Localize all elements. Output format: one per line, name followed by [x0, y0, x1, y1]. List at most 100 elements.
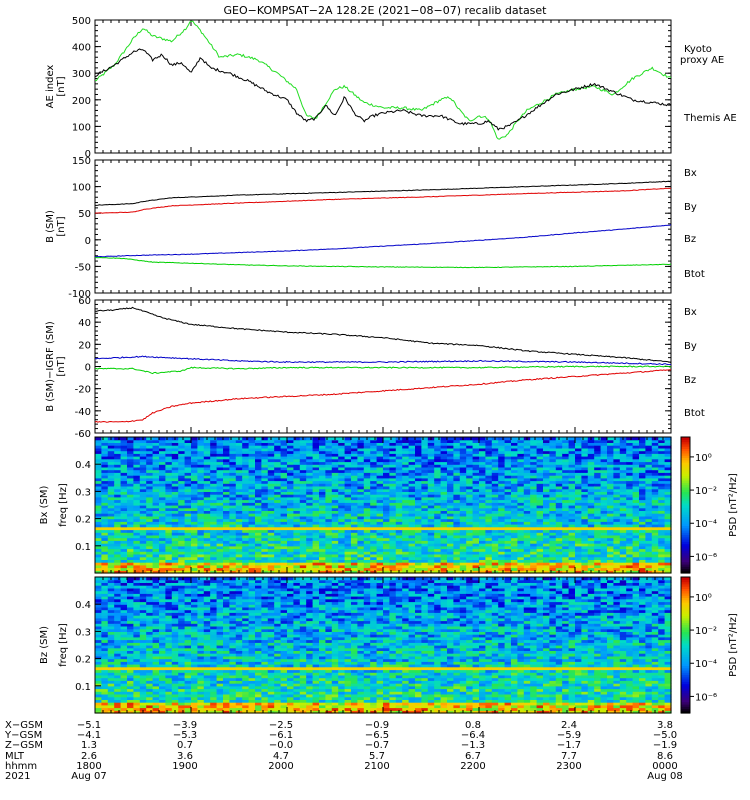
psd-cell: [107, 548, 115, 552]
psd-cell: [293, 502, 301, 506]
psd-cell: [107, 529, 115, 533]
psd-cell: [395, 513, 403, 517]
psd-cell: [191, 567, 198, 571]
psd-cell: [152, 559, 160, 563]
psd-cell: [523, 521, 531, 525]
psd-cell: [376, 562, 384, 566]
psd-cell: [95, 556, 102, 560]
psd-cell: [408, 491, 416, 495]
psd-cell: [543, 466, 550, 471]
psd-cell: [216, 439, 224, 443]
psd-cell: [114, 483, 122, 487]
psd-cell: [440, 507, 448, 511]
psd-cell: [331, 488, 339, 492]
y-tick-label: -20: [75, 385, 91, 396]
psd-cell: [607, 447, 614, 452]
psd-cell: [562, 513, 570, 517]
psd-cell: [331, 447, 339, 452]
psd-cell: [600, 545, 608, 550]
psd-cell: [466, 570, 474, 574]
psd-cell: [498, 545, 506, 550]
psd-cell: [383, 543, 390, 547]
psd-cell: [216, 469, 224, 473]
psd-cell: [152, 567, 160, 571]
psd-cell: [146, 551, 154, 555]
psd-cell: [453, 515, 461, 520]
psd-cell: [536, 513, 544, 517]
psd-cell: [255, 505, 262, 509]
psd-cell: [395, 502, 403, 506]
psd-cell: [184, 466, 192, 471]
psd-cell: [639, 570, 646, 574]
psd-cell: [600, 466, 608, 471]
psd-cell: [511, 524, 518, 528]
psd-cell: [203, 469, 211, 473]
psd-cell: [191, 548, 198, 552]
psd-cell: [139, 543, 147, 547]
psd-cell: [498, 475, 506, 479]
psd-cell: [619, 447, 627, 452]
psd-cell: [331, 453, 339, 457]
psd-cell: [312, 488, 320, 492]
psd-cell: [594, 551, 602, 555]
psd-cell: [543, 475, 550, 479]
psd-cell: [319, 477, 326, 482]
psd-cell: [235, 521, 243, 525]
psd-cell: [165, 439, 173, 443]
psd-cell: [459, 507, 467, 511]
psd-cell: [639, 450, 646, 454]
psd-cell: [107, 466, 115, 471]
psd-cell: [613, 518, 621, 522]
psd-cell: [255, 502, 262, 506]
psd-cell: [626, 545, 634, 550]
psd-cell: [351, 543, 358, 547]
psd-cell: [594, 480, 602, 484]
psd-cell: [312, 521, 320, 525]
psd-cell: [216, 494, 224, 498]
psd-cell: [498, 570, 506, 574]
psd-cell: [255, 456, 262, 460]
psd-cell: [498, 518, 506, 522]
psd-cell: [459, 445, 467, 449]
psd-cell: [255, 548, 262, 552]
psd-cell: [306, 450, 314, 454]
psd-cell: [594, 548, 602, 552]
psd-cell: [408, 477, 416, 482]
psd-cell: [408, 483, 416, 487]
psd-cell: [440, 483, 448, 487]
psd-cell: [351, 447, 358, 452]
psd-cell: [491, 469, 499, 473]
psd-cell: [459, 518, 467, 522]
y-tick-label: 100: [72, 183, 91, 194]
psd-cell: [120, 475, 128, 479]
psd-cell: [389, 562, 397, 566]
psd-cell: [242, 456, 250, 460]
psd-cell: [600, 515, 608, 520]
psd-cell: [178, 461, 186, 465]
psd-cell: [171, 543, 179, 547]
psd-cell: [370, 510, 378, 514]
psd-cell: [511, 445, 518, 449]
psd-cell: [274, 570, 282, 574]
psd-cell: [101, 488, 109, 492]
psd-cell: [619, 496, 627, 501]
psd-cell: [639, 507, 646, 511]
psd-cell: [485, 526, 493, 531]
psd-cell: [229, 486, 237, 490]
psd-cell: [351, 507, 358, 511]
psd-cell: [331, 456, 339, 460]
psd-cell: [338, 439, 346, 443]
psd-cell: [536, 475, 544, 479]
psd-cell: [287, 521, 294, 525]
psd-cell: [466, 437, 474, 441]
psd-cell: [159, 494, 166, 498]
psd-cell: [472, 464, 480, 468]
psd-cell: [415, 442, 422, 446]
psd-cell: [632, 488, 640, 492]
psd-cell: [338, 548, 346, 552]
psd-cell: [395, 458, 403, 463]
psd-cell: [536, 456, 544, 460]
psd-cell: [95, 499, 102, 503]
psd-cell: [376, 537, 384, 541]
psd-cell: [543, 559, 550, 563]
